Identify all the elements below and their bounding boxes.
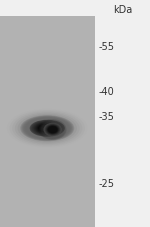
Ellipse shape — [40, 120, 65, 139]
Ellipse shape — [30, 120, 65, 137]
Ellipse shape — [36, 123, 58, 134]
Text: -25: -25 — [99, 179, 115, 189]
Ellipse shape — [33, 121, 62, 135]
Ellipse shape — [31, 120, 64, 136]
Ellipse shape — [46, 125, 59, 134]
Ellipse shape — [44, 123, 62, 136]
Ellipse shape — [47, 126, 58, 134]
Ellipse shape — [41, 121, 64, 138]
Text: kDa: kDa — [113, 5, 133, 15]
Ellipse shape — [23, 117, 71, 140]
Text: -40: -40 — [99, 87, 115, 97]
Ellipse shape — [39, 120, 66, 140]
Ellipse shape — [48, 126, 58, 133]
Ellipse shape — [40, 120, 66, 139]
Ellipse shape — [32, 121, 63, 136]
Text: -55: -55 — [99, 42, 115, 52]
Ellipse shape — [41, 121, 64, 138]
Ellipse shape — [15, 113, 80, 144]
Ellipse shape — [26, 118, 69, 139]
Ellipse shape — [20, 115, 74, 141]
Ellipse shape — [35, 122, 60, 134]
Text: -35: -35 — [99, 112, 115, 122]
Ellipse shape — [22, 116, 72, 140]
Ellipse shape — [18, 114, 77, 143]
Ellipse shape — [24, 117, 70, 139]
Ellipse shape — [46, 124, 60, 135]
Ellipse shape — [44, 123, 61, 136]
Ellipse shape — [45, 124, 60, 135]
Ellipse shape — [38, 124, 56, 133]
Ellipse shape — [45, 123, 61, 136]
Ellipse shape — [39, 119, 67, 140]
Ellipse shape — [37, 123, 57, 133]
Ellipse shape — [47, 125, 59, 134]
Ellipse shape — [21, 116, 73, 141]
Ellipse shape — [34, 122, 61, 135]
Bar — [0, 16, 94, 227]
